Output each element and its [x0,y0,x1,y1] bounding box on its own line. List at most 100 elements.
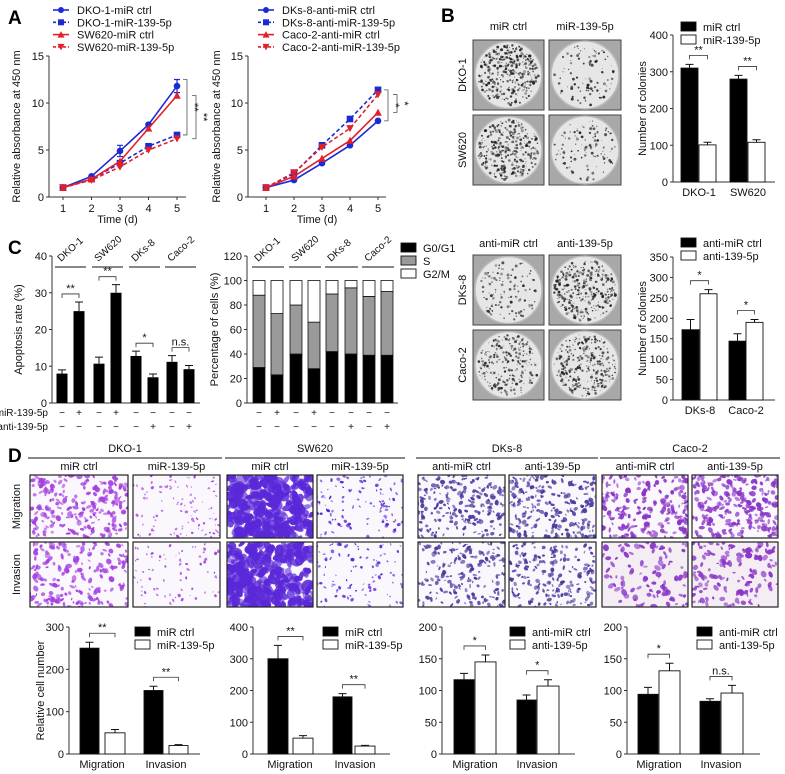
colony [504,390,507,392]
stained-cell [303,545,313,553]
colony [596,89,599,92]
stained-cell [701,478,706,484]
stained-cell [374,483,379,488]
colony [486,150,488,153]
colony [601,295,604,299]
stained-cell [451,512,456,516]
colony [576,337,578,339]
stained-cell [611,522,614,526]
colony [516,166,519,169]
colony [528,362,530,364]
stained-cell [61,571,65,576]
colony [571,384,573,386]
colony [493,173,495,175]
colony [573,344,574,346]
error-bar [174,744,183,746]
plate-row-label: SW620 [457,132,469,168]
colony [500,61,503,64]
colony [511,132,515,136]
significance-bracket [89,632,116,638]
stained-cell [71,579,75,583]
colony [534,76,538,79]
colony [499,313,501,315]
colony [558,292,560,294]
stained-cell [382,502,386,505]
stained-cell [457,573,461,576]
stained-cell [565,513,567,516]
stained-cell [517,560,522,565]
colony [557,370,560,374]
stained-cell [197,527,200,530]
stained-cell [183,504,186,507]
colony [568,291,570,293]
transwell-condition-label: anti-139-5p [525,461,581,473]
stained-cell [118,483,124,488]
colony [575,381,577,383]
colony [581,272,583,273]
stained-cell [39,544,43,548]
stained-cell [189,493,193,497]
plate-row-label: DKs-8 [457,275,469,306]
stained-cell [698,525,705,530]
colony [489,371,492,374]
colony [605,310,608,313]
stained-cell [55,593,60,599]
colony [484,56,486,58]
stained-cell [436,502,439,508]
colony [515,140,518,143]
stained-cell [521,500,524,503]
colony [611,290,613,293]
colony [523,70,527,74]
colony [591,309,594,312]
stained-cell [372,505,375,507]
stained-cell [324,504,327,506]
colony [484,367,485,368]
colony [533,63,537,67]
transwell-condition-label: anti-miR ctrl [432,461,491,473]
stained-cell [76,567,83,573]
colony [590,299,593,301]
stained-cell [378,529,380,532]
stained-cell [45,566,49,569]
stained-cell [493,527,495,530]
colony [493,85,496,88]
group-label: SW620 [290,234,322,264]
colony [592,261,594,263]
stained-cell [514,494,517,498]
colony [571,170,575,174]
colony [522,89,525,92]
colony [585,296,587,298]
colony [480,134,483,137]
colony [490,133,492,135]
stained-cell [423,506,428,512]
colony [585,289,587,291]
stained-cell [666,521,671,525]
stained-cell [159,491,163,494]
colony [529,156,532,159]
colony [521,53,523,55]
colony [514,375,516,377]
colony [565,376,567,378]
colony [578,271,582,275]
stained-cell [421,582,424,586]
stained-cell [466,579,472,583]
error-bar [185,365,193,370]
stained-cell [472,573,477,577]
stained-cell [203,547,207,551]
colony [602,359,604,361]
stained-cell [381,519,385,523]
stained-cell [118,562,121,566]
colony [483,363,486,367]
colony [485,89,488,92]
colony [568,307,571,310]
stained-cell [215,529,218,532]
stained-cell [259,475,272,485]
colony [607,131,610,133]
colony [506,362,508,364]
stained-cell [732,478,737,481]
colony [528,72,531,74]
colony [500,145,503,147]
stained-cell [515,517,518,521]
x-tick-label: 2 [88,203,94,215]
